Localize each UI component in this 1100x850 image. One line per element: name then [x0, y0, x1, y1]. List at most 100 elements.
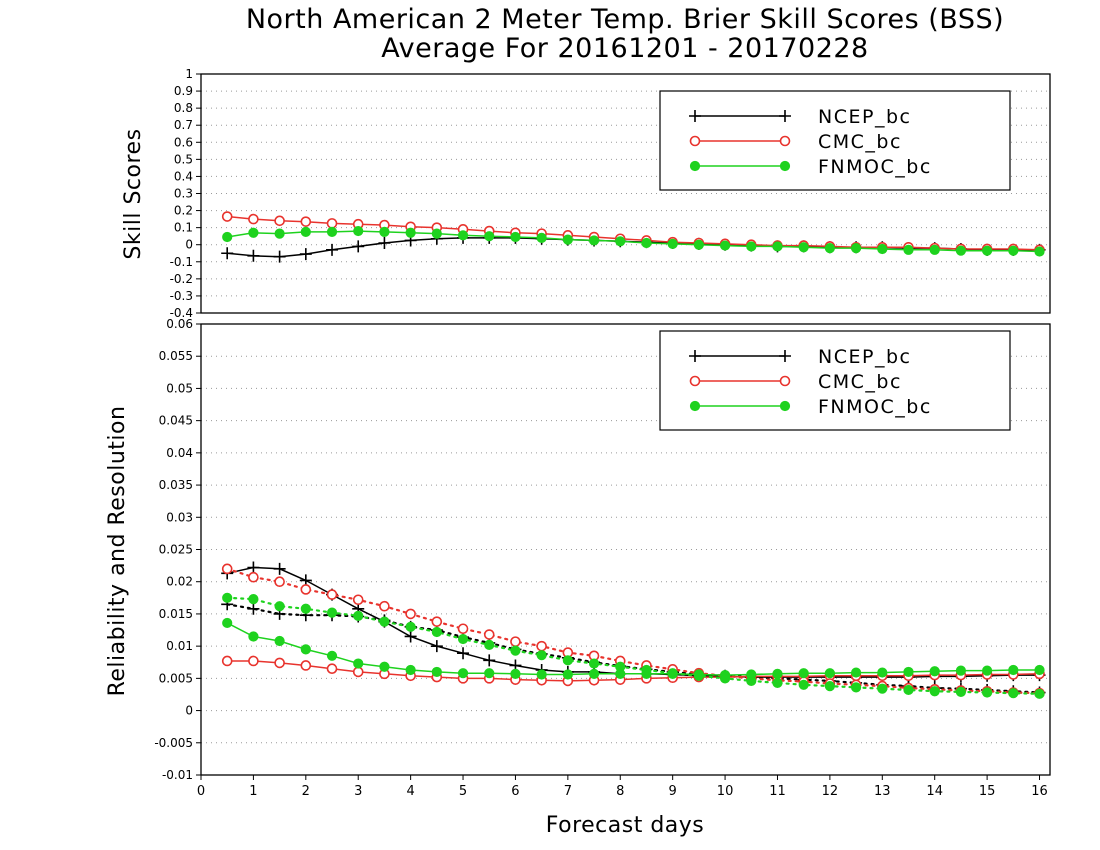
data-point-fnmoc-bc: [484, 639, 495, 650]
legend-label: CMC_bc: [818, 131, 902, 153]
legend-entry-fnmoc-bc: FNMOC_bc: [689, 396, 932, 418]
legend-label: FNMOC_bc: [818, 156, 932, 178]
y-tick-label: -0.005: [154, 736, 193, 750]
data-point-fnmoc-bc: [1034, 246, 1045, 257]
data-point-fnmoc-bc: [457, 633, 469, 645]
data-point-cmc-bc: [300, 660, 312, 671]
legend-marker: [779, 400, 791, 412]
data-point-fnmoc-bc: [1008, 688, 1019, 699]
legend-label: NCEP_bc: [818, 106, 911, 128]
data-point-cmc-bc: [326, 218, 338, 229]
data-point-cmc-bc: [352, 594, 364, 606]
data-point-fnmoc-bc: [457, 230, 469, 241]
skill-scores-frame: [200, 73, 1051, 314]
y-tick-label: 0.5: [174, 152, 193, 166]
data-point-fnmoc-bc: [982, 687, 993, 698]
y-tick-label: 0.06: [166, 317, 193, 331]
x-tick-label: 4: [406, 784, 414, 799]
x-tick-label: 13: [874, 784, 891, 799]
data-point-fnmoc-bc: [431, 228, 442, 239]
data-point-fnmoc-bc: [903, 244, 914, 255]
data-point-fnmoc-bc: [510, 645, 521, 656]
data-point-fnmoc-bc: [510, 231, 521, 243]
y-tick-label: 0.03: [166, 510, 193, 524]
data-point-cmc-bc: [483, 629, 495, 640]
data-point-fnmoc-bc: [274, 601, 285, 612]
data-point-fnmoc-bc: [300, 644, 311, 655]
y-tick-label: 0.1: [174, 221, 193, 235]
data-point-fnmoc-bc: [431, 666, 442, 678]
data-point-cmc-bc: [431, 616, 443, 627]
data-point-fnmoc-bc: [746, 675, 757, 687]
x-tick-label: 5: [459, 784, 467, 799]
y-tick-label: 0.6: [174, 135, 193, 149]
data-point-fnmoc-bc: [274, 635, 285, 647]
y-tick-label: 0.7: [174, 118, 193, 132]
data-point-cmc-bc: [536, 640, 547, 652]
skill-scores-series: [221, 211, 1046, 263]
legend-label: FNMOC_bc: [818, 396, 932, 418]
reliability-resolution-y-label: Reliability and Resolution: [105, 406, 130, 697]
data-point-fnmoc-bc: [588, 235, 600, 246]
series-line-cmc-bc: [226, 215, 1041, 251]
data-point-ncep-bc: [299, 248, 312, 261]
data-point-cmc-bc: [326, 663, 338, 674]
data-point-fnmoc-bc: [274, 228, 285, 239]
data-point-cmc-bc: [274, 576, 285, 588]
data-point-fnmoc-bc: [1008, 245, 1019, 256]
legend-marker: [779, 160, 791, 172]
legend-marker: [689, 375, 701, 387]
y-tick-label: 0.035: [159, 478, 193, 492]
y-tick-label: 0.02: [166, 575, 193, 589]
x-tick-label: 8: [616, 784, 624, 799]
x-tick-label: 6: [511, 784, 519, 799]
data-point-fnmoc-bc: [222, 592, 233, 603]
data-point-ncep-bc: [430, 640, 443, 653]
chart-title: North American 2 Meter Temp. Brier Skill…: [246, 4, 1004, 35]
data-point-fnmoc-bc: [353, 610, 364, 621]
legend-marker: [689, 110, 701, 122]
reliability-resolution-panel: 0.060.0550.050.0450.040.0350.030.0250.02…: [105, 317, 1051, 838]
data-point-cmc-bc: [405, 608, 416, 620]
data-point-fnmoc-bc: [982, 245, 993, 256]
x-tick-label: 15: [979, 784, 996, 799]
series-cmc-bc-dotted: [221, 563, 1045, 699]
legend-label: CMC_bc: [818, 371, 902, 393]
data-point-ncep-bc: [352, 240, 365, 253]
data-point-fnmoc-bc: [222, 231, 233, 243]
legend-entry-fnmoc-bc: FNMOC_bc: [689, 156, 932, 178]
data-point-cmc-bc: [457, 623, 469, 635]
data-point-fnmoc-bc: [798, 668, 809, 679]
data-point-fnmoc-bc: [248, 227, 259, 238]
x-axis-label: Forecast days: [546, 813, 705, 838]
reliability-resolution-legend: NCEP_bc CMC_bc FNMOC_bc: [659, 330, 1011, 431]
x-tick-label: 0: [197, 784, 205, 799]
data-point-ncep-bc: [247, 602, 260, 615]
data-point-fnmoc-bc: [457, 668, 469, 679]
data-point-fnmoc-bc: [222, 617, 233, 629]
legend-entry-ncep-bc: NCEP_bc: [689, 106, 911, 128]
data-point-fnmoc-bc: [772, 241, 783, 252]
legend-marker: [779, 110, 791, 122]
legend-marker: [779, 135, 791, 147]
data-point-fnmoc-bc: [300, 226, 311, 238]
data-point-fnmoc-bc: [719, 673, 731, 684]
forecast-days-x-ticks: 0 1 2 3 4 5 6 7 8 9 10 11 12 13 14 15 16: [197, 775, 1048, 799]
data-point-cmc-bc: [352, 666, 364, 678]
data-point-fnmoc-bc: [326, 226, 338, 238]
data-point-fnmoc-bc: [877, 243, 888, 255]
data-point-fnmoc-bc: [326, 650, 338, 661]
legend-marker: [689, 160, 701, 172]
reliability-resolution-y-ticks: 0.06 0.055 0.05 0.045 0.04 0.035 0.03 0.025 0.02…: [154, 317, 201, 782]
data-point-fnmoc-bc: [484, 668, 495, 679]
data-point-fnmoc-bc: [955, 686, 967, 697]
reliability-resolution-series: [221, 561, 1046, 699]
series-line-fnmoc-bc: [226, 596, 1041, 695]
data-point-fnmoc-bc: [248, 631, 259, 642]
legend-entry-cmc-bc: CMC_bc: [689, 371, 902, 393]
data-point-fnmoc-bc: [536, 232, 547, 243]
y-tick-label: 0.01: [166, 639, 193, 653]
y-tick-label: -0.3: [170, 289, 193, 303]
data-point-fnmoc-bc: [431, 626, 442, 638]
data-point-fnmoc-bc: [982, 665, 993, 676]
